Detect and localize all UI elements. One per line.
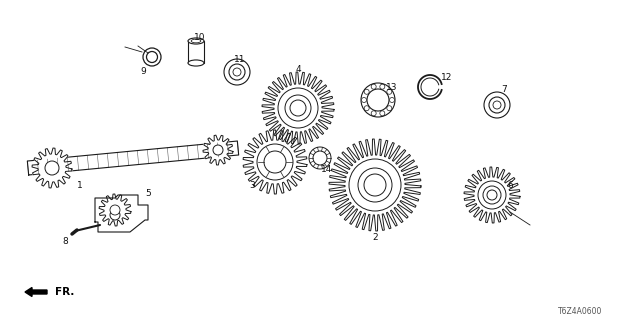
Circle shape [371, 84, 376, 89]
Circle shape [309, 147, 331, 169]
Circle shape [371, 111, 376, 116]
Ellipse shape [188, 38, 204, 44]
Circle shape [147, 52, 157, 62]
Text: 11: 11 [234, 55, 246, 65]
Ellipse shape [188, 60, 204, 66]
Text: 14: 14 [321, 165, 333, 174]
Circle shape [290, 100, 306, 116]
Circle shape [45, 161, 59, 175]
Polygon shape [329, 139, 421, 231]
Circle shape [380, 111, 385, 116]
Circle shape [364, 106, 369, 111]
Polygon shape [95, 195, 148, 232]
Circle shape [285, 95, 311, 121]
Circle shape [387, 89, 392, 94]
Circle shape [278, 88, 318, 128]
Circle shape [233, 68, 241, 76]
Circle shape [364, 174, 386, 196]
Circle shape [349, 159, 401, 211]
Text: 7: 7 [501, 85, 507, 94]
Circle shape [489, 97, 505, 113]
Bar [188, 41, 204, 63]
Text: 2: 2 [372, 233, 378, 242]
Text: 10: 10 [195, 33, 205, 42]
Text: 13: 13 [387, 84, 397, 92]
Polygon shape [28, 141, 239, 175]
Text: 3: 3 [249, 180, 255, 189]
Polygon shape [464, 167, 520, 223]
Polygon shape [32, 148, 72, 188]
Circle shape [361, 83, 395, 117]
Circle shape [367, 89, 389, 111]
Circle shape [387, 106, 392, 111]
Text: 4: 4 [295, 66, 301, 75]
Circle shape [380, 84, 385, 89]
Circle shape [487, 190, 497, 200]
Circle shape [264, 151, 286, 173]
Circle shape [110, 210, 120, 220]
Circle shape [484, 92, 510, 118]
Circle shape [229, 64, 245, 80]
Polygon shape [243, 130, 307, 194]
Circle shape [313, 151, 327, 165]
Circle shape [493, 101, 501, 109]
Text: 5: 5 [145, 188, 151, 197]
Polygon shape [262, 72, 334, 144]
Text: 6: 6 [507, 180, 513, 189]
Text: 12: 12 [442, 74, 452, 83]
Ellipse shape [191, 39, 201, 43]
Text: 1: 1 [77, 180, 83, 189]
Circle shape [362, 98, 367, 102]
Text: T6Z4A0600: T6Z4A0600 [558, 308, 602, 316]
Polygon shape [99, 194, 131, 226]
Text: 9: 9 [140, 68, 146, 76]
Text: 8: 8 [62, 237, 68, 246]
Circle shape [390, 98, 394, 102]
Circle shape [364, 89, 369, 94]
Circle shape [224, 59, 250, 85]
FancyArrow shape [25, 287, 47, 297]
Circle shape [483, 186, 501, 204]
Text: FR.: FR. [55, 287, 74, 297]
Circle shape [213, 145, 223, 155]
Polygon shape [203, 135, 233, 165]
Circle shape [110, 205, 120, 215]
Circle shape [257, 144, 293, 180]
Circle shape [358, 168, 392, 202]
Circle shape [478, 181, 506, 209]
Circle shape [143, 48, 161, 66]
